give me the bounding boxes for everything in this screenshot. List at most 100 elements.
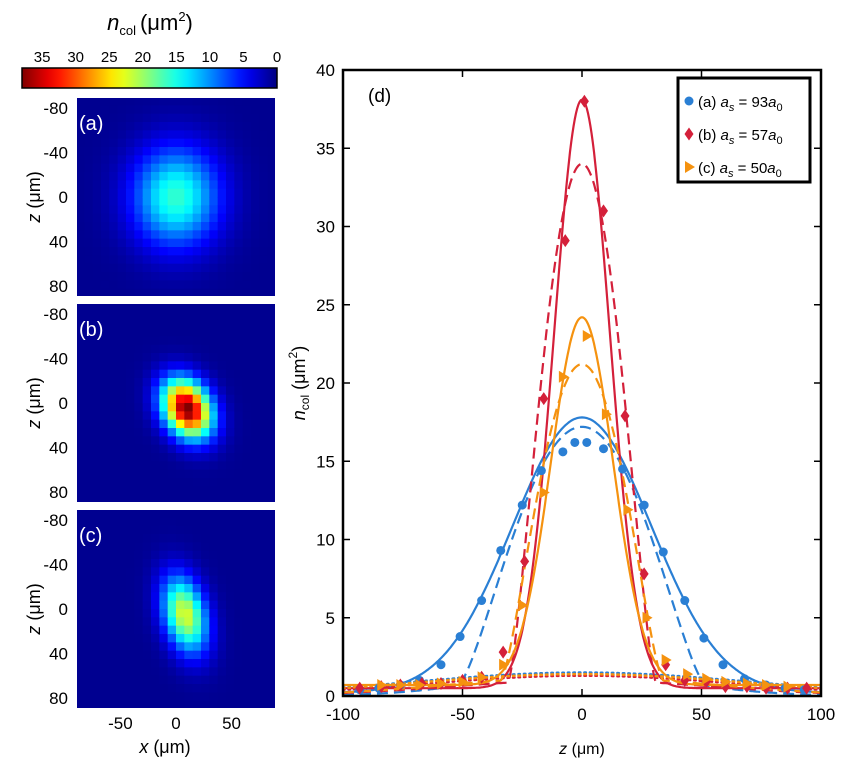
heatmap-cell	[192, 525, 202, 535]
heatmap-cell	[92, 378, 102, 387]
heatmap-cell	[101, 163, 110, 173]
heatmap-cell	[109, 386, 119, 396]
heatmap-cell	[267, 684, 277, 693]
heatmap-cell	[201, 675, 210, 685]
heatmap-cell	[234, 288, 244, 298]
heatmap-cell	[92, 163, 102, 173]
heatmap-cell	[142, 336, 152, 346]
heatmap-cell	[267, 311, 277, 321]
heatmap-cell	[184, 517, 194, 527]
colorbar-tick-label: 35	[34, 49, 51, 66]
heatmap-cell	[176, 428, 185, 437]
heatmap-cell	[176, 197, 185, 206]
heatmap-cell	[217, 525, 227, 535]
heatmap-cell	[109, 155, 119, 165]
heatmap-cell	[126, 155, 135, 165]
heatmap-cell	[242, 411, 252, 421]
heatmap-cell	[226, 147, 235, 156]
heatmap-cell	[192, 122, 202, 131]
heatmap-cell	[226, 550, 235, 560]
colorbar-tick-label: 5	[239, 49, 247, 66]
heatmap-cell	[151, 230, 160, 240]
heatmap-cell	[126, 172, 135, 181]
heatmap-cell	[76, 130, 85, 140]
heatmap-cell	[234, 303, 244, 312]
heatmap-cell	[84, 634, 94, 643]
heatmap-cell	[192, 353, 202, 362]
heatmap-cell	[76, 428, 85, 437]
heatmap-cell	[101, 559, 110, 568]
heatmap-cell	[201, 280, 210, 290]
heatmap-cell	[109, 534, 119, 543]
heatmap-cell	[117, 255, 127, 265]
heatmap-cell	[176, 642, 185, 652]
heatmap-cell	[84, 600, 94, 610]
heatmap-cell	[209, 344, 219, 354]
heatmap-cell	[217, 97, 227, 106]
heatmap-cell	[201, 567, 210, 577]
heatmap-cell	[101, 303, 110, 312]
heatmap-cell	[259, 303, 269, 312]
heatmap-cell	[209, 667, 219, 677]
heatmap-cell	[92, 172, 102, 181]
heatmap-cell	[234, 238, 244, 248]
heatmap-cell	[92, 403, 102, 412]
heatmap-cell	[192, 197, 202, 206]
heatmap-cell	[251, 411, 260, 421]
legend: (a) as = 93a0(b) as = 57a0(c) as = 50a0	[676, 76, 812, 184]
heatmap-cell	[184, 559, 194, 568]
heatmap-cell	[101, 625, 110, 635]
heatmap-cell	[267, 403, 277, 412]
heatmap-cell	[267, 147, 277, 156]
heatmap-cell	[142, 147, 152, 156]
heatmap-cell	[217, 575, 227, 585]
heatmap-cell	[109, 478, 119, 487]
heatmap-cell	[142, 700, 152, 710]
heatmap-cell	[226, 634, 235, 643]
heatmap-cell	[176, 650, 185, 660]
heatmap-cell	[151, 575, 160, 585]
heatmap-cell	[101, 444, 110, 454]
heatmap-cell	[226, 559, 235, 568]
heatmap-cell	[251, 394, 260, 404]
heatmap-cell	[76, 453, 85, 462]
heatmap-cell	[217, 517, 227, 527]
heatmap-cell	[259, 197, 269, 206]
heatmap-cell	[234, 344, 244, 354]
heatmap-cell	[151, 180, 160, 190]
heatmap-cell	[251, 361, 260, 371]
heatmap-cell	[209, 205, 219, 215]
heatmap-cell	[76, 642, 85, 652]
heatmap-cell	[167, 550, 177, 560]
heatmap-cell	[84, 592, 94, 602]
heatmap-cell	[109, 675, 119, 685]
heatmap-cell	[242, 130, 252, 140]
heatmap-cell	[159, 550, 169, 560]
heatmap-cell	[267, 625, 277, 635]
heatmap-cell	[242, 642, 252, 652]
heatmap-cell	[184, 205, 194, 215]
heatmap-cell	[259, 444, 269, 454]
heatmap-cell	[267, 428, 277, 437]
heatmap-cell	[234, 617, 244, 627]
heatmap-cell	[151, 600, 160, 610]
heatmap-cell	[92, 328, 102, 337]
heatmap-cell	[142, 411, 152, 421]
heatmap-cell	[101, 675, 110, 685]
heatmap-cell	[134, 353, 144, 362]
heatmap-cell	[126, 238, 135, 248]
heatmap-cell	[192, 403, 202, 412]
heatmap-cell	[267, 328, 277, 337]
series-a	[343, 416, 821, 696]
heatmap-cell	[226, 478, 235, 487]
heatmap-cell	[142, 222, 152, 231]
heatmap-cell	[184, 486, 194, 496]
heatmap-cell	[84, 494, 94, 504]
heatmap-cell	[142, 344, 152, 354]
heatmap-cell	[184, 247, 194, 256]
heatmap-cell	[251, 105, 260, 115]
heatmap-cell	[242, 486, 252, 496]
heatmap-cell	[176, 222, 185, 231]
heatmap-cell	[217, 255, 227, 265]
heatmap-cell	[109, 517, 119, 527]
